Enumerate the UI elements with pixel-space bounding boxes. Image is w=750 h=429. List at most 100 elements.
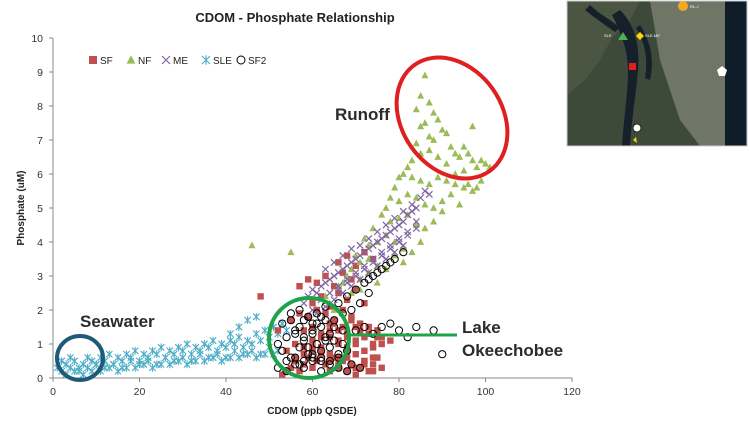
point-me — [395, 221, 403, 229]
point-sf — [356, 320, 364, 327]
point-me — [321, 265, 330, 273]
point-nf — [430, 204, 438, 211]
point-me — [365, 268, 373, 277]
runoff-label: Runoff — [335, 105, 390, 124]
y-tick-label: 9 — [37, 67, 43, 79]
point-me — [382, 231, 390, 239]
point-sle — [261, 326, 269, 335]
legend-marker-me — [161, 55, 171, 65]
point-sf2 — [299, 316, 308, 325]
point-me — [365, 245, 373, 253]
point-me — [352, 255, 360, 263]
point-sf — [326, 303, 333, 310]
point-nf — [408, 173, 416, 181]
point-sle — [248, 340, 256, 348]
x-axis-ticks: 0 20 40 60 80 100 120 — [50, 378, 581, 398]
point-me — [334, 282, 343, 290]
point-sle — [62, 360, 70, 369]
x-tick-label: 80 — [393, 386, 405, 398]
y-tick-label: 3 — [37, 271, 43, 283]
point-me — [360, 262, 369, 270]
point-me — [373, 262, 381, 270]
point-sle — [148, 363, 157, 372]
point-me — [399, 241, 407, 250]
point-sf — [309, 364, 316, 371]
point-sle — [174, 357, 183, 365]
point-sf — [309, 300, 316, 307]
point-sle — [127, 357, 135, 365]
x-tick-label: 120 — [563, 386, 581, 398]
y-tick-label: 1 — [37, 339, 43, 351]
point-nf — [391, 183, 399, 191]
point-me — [412, 224, 420, 233]
point-me — [313, 289, 321, 297]
data-points — [53, 71, 494, 379]
point-me — [382, 255, 390, 263]
point-sf — [322, 310, 329, 317]
point-nf — [477, 156, 485, 164]
y-axis-ticks: 0 1 2 3 4 5 6 7 8 9 10 — [31, 33, 53, 385]
point-me — [369, 258, 377, 267]
point-nf — [443, 159, 451, 167]
point-sf — [257, 293, 264, 300]
point-sle — [170, 350, 178, 359]
point-sle — [261, 350, 269, 359]
point-sle — [231, 340, 239, 348]
point-me — [412, 217, 420, 226]
point-sf — [330, 317, 338, 324]
y-tick-label: 6 — [37, 169, 43, 181]
point-sle — [252, 329, 260, 338]
point-sle — [192, 343, 200, 352]
point-sf2 — [386, 319, 395, 328]
point-sf — [374, 327, 381, 334]
point-sf — [361, 361, 368, 368]
point-me — [408, 200, 416, 209]
point-sle — [248, 346, 256, 355]
map-marker-green-triangle — [618, 32, 628, 40]
point-sf — [300, 344, 308, 351]
point-sf — [300, 351, 308, 358]
point-sle — [66, 353, 74, 362]
point-nf — [421, 200, 429, 208]
point-nf — [438, 197, 446, 205]
point-sf — [387, 337, 394, 344]
y-tick-label: 4 — [37, 237, 43, 249]
point-nf — [464, 149, 472, 157]
point-sle — [196, 350, 204, 359]
series-me — [300, 187, 433, 318]
point-sle — [92, 360, 100, 369]
point-sf2 — [295, 360, 304, 369]
point-sf — [352, 286, 359, 293]
point-sle — [244, 336, 252, 345]
point-sle — [109, 360, 118, 369]
point-sle — [79, 370, 87, 379]
point-me — [404, 231, 412, 239]
point-sf — [287, 364, 295, 371]
point-sf2 — [347, 305, 356, 315]
point-sf2 — [291, 353, 300, 362]
point-sf2 — [334, 350, 343, 359]
point-nf — [469, 156, 477, 164]
point-me — [339, 289, 347, 297]
point-nf — [451, 149, 459, 157]
point-nf — [356, 285, 364, 293]
point-nf — [473, 163, 481, 171]
y-tick-label: 10 — [31, 33, 43, 45]
point-sle — [153, 350, 161, 359]
point-nf — [473, 183, 481, 191]
point-nf — [408, 248, 416, 256]
seawater-label: Seawater — [80, 312, 155, 331]
point-sf2 — [412, 322, 421, 332]
point-me — [334, 268, 343, 277]
point-nf — [404, 163, 412, 171]
point-sf2 — [364, 275, 373, 284]
point-me — [382, 221, 390, 229]
point-sf2 — [334, 299, 343, 308]
point-sf2 — [317, 356, 326, 366]
y-tick-label: 5 — [37, 203, 43, 215]
legend-label-sf: SF — [100, 56, 113, 67]
point-me — [317, 282, 325, 290]
point-sf2 — [286, 309, 295, 318]
legend-label-me: ME — [173, 56, 188, 67]
seawater-ellipse — [55, 334, 105, 382]
